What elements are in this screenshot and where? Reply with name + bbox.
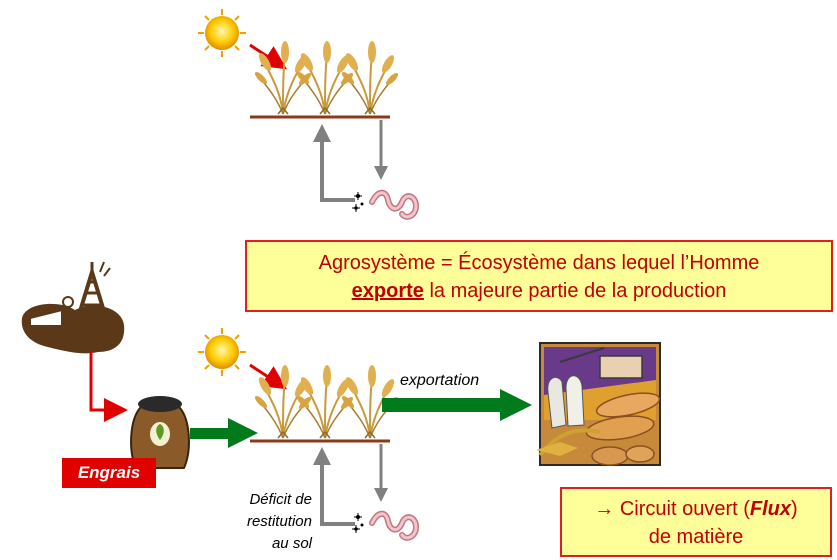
definition-line2: exporte la majeure partie de la producti… <box>247 277 831 305</box>
definition-emphasis: exporte <box>351 280 424 302</box>
deficit-line2: restitution <box>246 513 312 530</box>
bottom-sun-ray-arrow <box>249 363 288 390</box>
circuit-suffix: ) <box>791 498 798 520</box>
bottom-recycling-arrows <box>313 444 388 526</box>
food-harvest-icon <box>536 342 661 466</box>
top-sun-icon <box>197 8 247 58</box>
oil-well-icon <box>21 261 125 354</box>
top-recycling-arrows <box>313 120 388 202</box>
circuit-line1: → Circuit ouvert (Flux) <box>562 495 830 523</box>
deficit-line3: au sol <box>271 535 312 552</box>
engrais-red-arrow <box>89 352 128 422</box>
bottom-worm-icon <box>352 513 416 538</box>
circuit-prefix: → Circuit ouvert ( <box>594 498 750 520</box>
engrais-green-arrow <box>190 418 258 448</box>
exportation-label: exportation <box>400 372 480 389</box>
engrais-label: Engrais <box>62 458 156 488</box>
agrosystem-definition-box: Agrosystème = Écosystème dans lequel l’H… <box>245 240 833 312</box>
definition-line2-rest: la majeure partie de la production <box>423 280 727 302</box>
open-circuit-box: → Circuit ouvert (Flux) de matière <box>560 487 832 557</box>
fertilizer-bag-icon <box>130 396 190 469</box>
deficit-label: Déficit de restitution au sol <box>212 489 312 555</box>
circuit-line2: de matière <box>648 526 744 548</box>
circuit-flux: Flux <box>749 498 792 520</box>
bottom-sun-icon <box>197 327 247 377</box>
definition-line1: Agrosystème = Écosystème dans lequel l’H… <box>318 252 760 274</box>
exportation-green-arrow <box>382 389 532 421</box>
bottom-wheat-icon <box>252 364 401 439</box>
deficit-line1: Déficit de <box>249 491 312 508</box>
top-worm-icon <box>352 192 416 217</box>
top-sun-ray-arrow <box>249 43 288 70</box>
top-wheat-icon <box>252 40 401 115</box>
